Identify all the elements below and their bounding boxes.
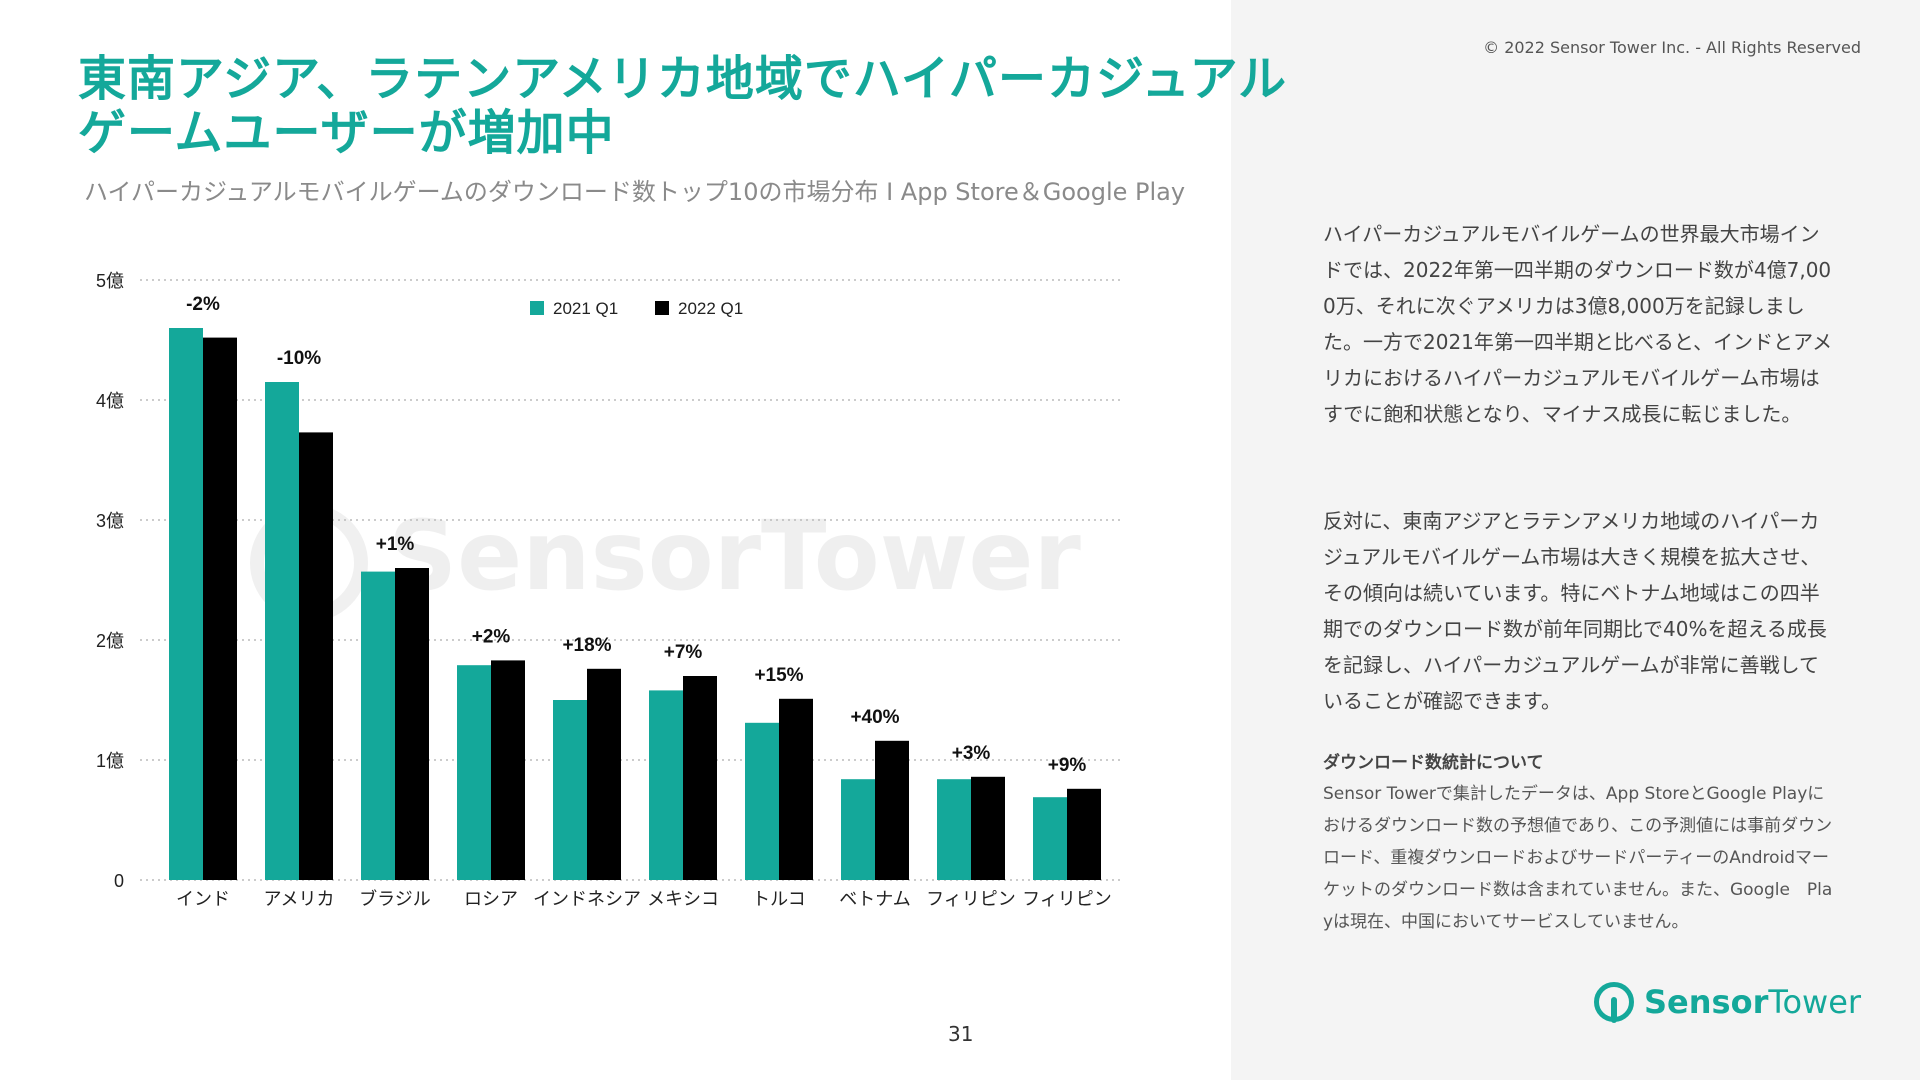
bar-2021 (1033, 797, 1067, 880)
legend-label: 2021 Q1 (553, 299, 618, 318)
bar-2022 (203, 337, 237, 881)
page-number: 31 (948, 1022, 974, 1046)
sensor-tower-logo-icon (1594, 982, 1634, 1023)
change-label: +1% (376, 534, 415, 555)
change-label: +15% (754, 665, 803, 686)
legend-label: 2022 Q1 (678, 299, 743, 318)
y-tick-label: 4億 (96, 391, 124, 411)
bar-2022 (875, 740, 909, 880)
bar-2021 (841, 779, 875, 880)
change-label: -2% (186, 294, 220, 315)
x-tick-label: メキシコ (647, 889, 719, 910)
change-label: +3% (952, 743, 991, 764)
bar-2022 (491, 660, 525, 880)
bar-2022 (587, 668, 621, 880)
bar-2022 (1067, 788, 1101, 880)
copyright: © 2022 Sensor Tower Inc. - All Rights Re… (1483, 38, 1861, 57)
paragraph-1: ハイパーカジュアルモバイルゲームの世界最大市場インドでは、2022年第一四半期の… (1323, 222, 1833, 426)
logo-text-part1: Sensor (1644, 983, 1769, 1021)
note-heading: ダウンロード数統計について (1323, 753, 1544, 773)
x-tick-label: アメリカ (263, 889, 334, 910)
bar-chart: 0 1億 2億 3億 4億 5億 -2% インド -10% アメリカ +1% ブラジル +2% ロシア +1… (96, 271, 1120, 910)
change-label: +18% (562, 635, 611, 656)
bar-2021 (361, 571, 395, 880)
bar-2021 (937, 779, 971, 880)
bar-2021 (457, 665, 491, 880)
bar-2021 (553, 700, 587, 880)
note-body: Sensor Towerで集計したデータは、App StoreとGoogle P… (1323, 784, 1833, 932)
y-tick-label: 3億 (96, 511, 124, 531)
y-tick-label: 0 (114, 871, 124, 891)
logo-text: SensorTower (1644, 983, 1861, 1021)
bar-2022 (299, 432, 333, 880)
y-tick-label: 5億 (96, 271, 124, 291)
bar-2021 (265, 382, 299, 880)
page-title: 東南アジア、ラテンアメリカ地域でハイパーカジュアル ゲームユーザーが増加中 (78, 51, 1288, 161)
change-label: -10% (277, 348, 321, 369)
x-tick-label: インドネシア (533, 889, 641, 910)
x-tick-label: ロシア (464, 889, 518, 910)
x-tick-label: フィリピン (926, 889, 1016, 910)
sensor-tower-logo: SensorTower (1594, 982, 1861, 1023)
y-tick-label: 1億 (96, 751, 124, 771)
bar-2021 (745, 722, 779, 880)
logo-text-part2: Tower (1768, 983, 1862, 1021)
x-tick-label: インド (176, 889, 230, 910)
chart-area: SensorTower 0 1億 2億 3億 4億 5億 -2% インド -10% アメリカ +1%… (96, 271, 1120, 910)
title-line-2: ゲームユーザーが増加中 (78, 105, 615, 161)
watermark-text: SensorTower (388, 500, 1081, 612)
bar-2022 (971, 776, 1005, 880)
paragraph-2: 反対に、東南アジアとラテンアメリカ地域のハイパーカジュアルモバイルゲーム市場は大… (1323, 509, 1827, 713)
chart-subtitle: ハイパーカジュアルモバイルゲームのダウンロード数トップ10の市場分布 I App… (84, 178, 1186, 206)
change-label: +40% (850, 707, 899, 728)
legend-swatch (530, 301, 544, 315)
bar-2021 (169, 328, 203, 880)
change-label: +2% (472, 626, 511, 647)
x-tick-label: ブラジル (359, 888, 431, 910)
y-tick-label: 2億 (96, 631, 124, 651)
bar-2022 (779, 698, 813, 880)
title-line-1: 東南アジア、ラテンアメリカ地域でハイパーカジュアル (78, 51, 1288, 107)
change-label: +7% (664, 642, 703, 663)
x-tick-label: トルコ (752, 889, 806, 910)
x-tick-label: ベトナム (839, 889, 910, 910)
x-tick-label: フィリピン (1022, 889, 1112, 910)
right-panel (1231, 0, 1920, 1080)
bar-2022 (395, 568, 429, 880)
bar-2022 (683, 676, 717, 880)
legend-swatch (655, 301, 669, 315)
bar-2021 (649, 690, 683, 880)
change-label: +9% (1048, 755, 1087, 776)
